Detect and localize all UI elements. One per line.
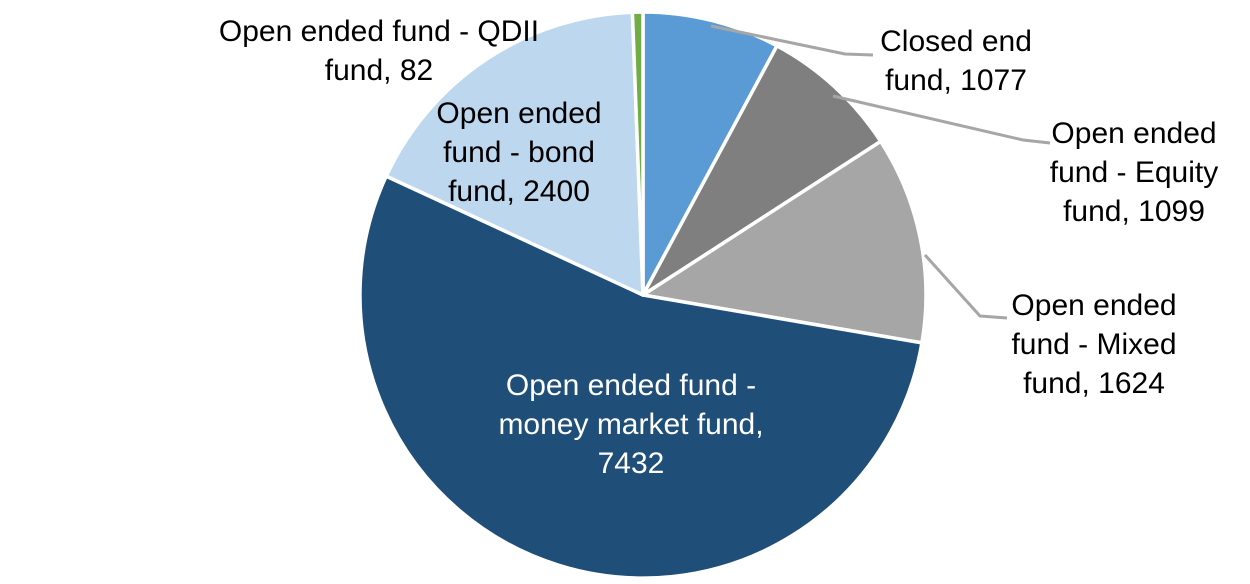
pie-slice-open-ended-money-market[interactable] xyxy=(358,174,924,580)
pie-label-open-ended-money-market: Open ended fund - money market fund, 7432 xyxy=(421,366,841,483)
pie-slice-open-ended-qdii[interactable] xyxy=(630,10,645,297)
pie-label-line: Closed end xyxy=(880,25,1032,58)
pie-label-line: Open ended xyxy=(1051,117,1217,150)
pie-label-open-ended-bond: Open ended fund - bond fund, 2400 xyxy=(309,94,729,211)
pie-label-closed-end-fund: Closed end fund, 1077 xyxy=(746,22,1166,100)
pie-label-line: Open ended xyxy=(1011,289,1177,322)
pie-label-line: 7432 xyxy=(597,447,665,480)
pie-label-open-ended-qdii: Open ended fund - QDII fund, 82 xyxy=(169,12,589,90)
pie-label-line: fund, 2400 xyxy=(448,175,590,208)
pie-label-open-ended-equity: Open ended fund - Equity fund, 1099 xyxy=(924,114,1250,231)
pie-label-line: fund - Equity xyxy=(1049,156,1219,189)
pie-slice-closed-end-fund[interactable] xyxy=(641,10,779,297)
leader-line-closed-end-fund xyxy=(710,24,874,57)
pie-label-line: fund, 1099 xyxy=(1063,195,1205,228)
pie-slice-open-ended-bond[interactable] xyxy=(384,10,645,297)
pie-label-line: fund - Mixed xyxy=(1011,328,1177,361)
pie-label-line: fund, 1077 xyxy=(885,64,1027,97)
pie-label-line: Open ended xyxy=(436,97,602,130)
pie-label-line: fund - bond xyxy=(443,136,595,169)
pie-slice-open-ended-equity[interactable] xyxy=(641,44,883,297)
leader-line-open-ended-mixed xyxy=(923,253,1008,320)
leader-line-open-ended-equity xyxy=(832,94,1051,145)
pie-label-line: money market fund, xyxy=(498,408,764,441)
pie-label-line: fund, 82 xyxy=(324,54,434,87)
pie-label-line: Open ended fund - xyxy=(505,369,757,402)
pie-label-line: fund, 1624 xyxy=(1023,367,1165,400)
pie-label-line: Open ended fund - QDII xyxy=(218,15,540,48)
pie-slice-open-ended-mixed[interactable] xyxy=(641,139,928,345)
pie-label-open-ended-mixed: Open ended fund - Mixed fund, 1624 xyxy=(884,286,1250,403)
